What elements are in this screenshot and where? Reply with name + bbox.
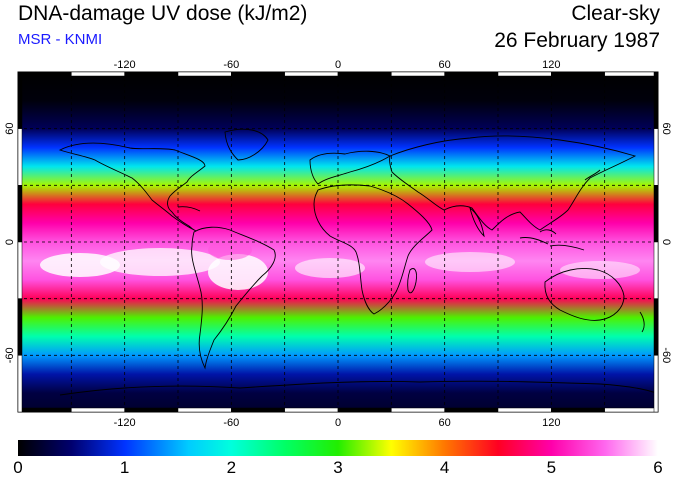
sky-condition-label: Clear-sky — [571, 2, 660, 25]
lon-tick-label-bottom: 0 — [335, 417, 341, 429]
lon-tick-label-top: 60 — [439, 59, 451, 71]
frame-ticks — [17, 71, 659, 413]
frame-tick-segment — [124, 407, 179, 413]
frame-tick-segment — [71, 71, 125, 77]
lat-tick-label-left: 0 — [4, 239, 16, 245]
frame-tick-segment — [604, 71, 659, 77]
africa-coast — [313, 184, 433, 315]
frame-tick-segment — [17, 128, 23, 186]
colorbar-label: 1 — [119, 458, 130, 477]
new-zealand-coast — [639, 311, 645, 333]
max-dose-patch — [560, 261, 640, 279]
asia-coast — [389, 135, 637, 231]
map-title: DNA-damage UV dose (kJ/m2) — [18, 2, 308, 25]
frame-tick-segment — [337, 407, 392, 413]
frame-tick-segment — [284, 407, 339, 413]
frame-tick-segment — [17, 298, 23, 356]
lon-tick-label-bottom: 60 — [439, 417, 451, 429]
source-label: MSR - KNMI — [18, 31, 103, 48]
frame-tick-segment — [551, 407, 605, 413]
frame-tick-segment — [391, 407, 445, 413]
antarctica-coast — [59, 380, 658, 396]
lat-tick-label-right: 0 — [660, 239, 672, 245]
lon-tick-label-top: 120 — [542, 59, 560, 71]
cloudy-region — [208, 240, 252, 260]
frame-tick-segment — [653, 128, 659, 186]
max-dose-patch — [100, 248, 220, 276]
frame-tick-segment — [231, 71, 285, 77]
lat-tick-label-right: -60 — [660, 347, 672, 363]
madagascar-coast — [407, 268, 417, 294]
australia-coast — [544, 268, 625, 321]
max-dose-patch — [40, 253, 120, 277]
indonesia-coast — [519, 229, 585, 251]
colorbar-label: 5 — [546, 458, 557, 477]
lon-tick-label-bottom: 120 — [542, 417, 560, 429]
frame-tick-segment — [604, 407, 659, 413]
frame-tick-segment — [653, 355, 659, 413]
frame-tick-segment — [337, 71, 392, 77]
frame-tick-segment — [444, 407, 499, 413]
colorbar-label: 6 — [653, 458, 663, 477]
frame-tick-segment — [17, 185, 23, 243]
cuba-coast — [177, 206, 201, 212]
colorbar-label: 4 — [439, 458, 450, 477]
frame-tick-segment — [497, 407, 552, 413]
lon-tick-label-top: 0 — [335, 59, 341, 71]
max-dose-patch — [295, 258, 365, 278]
lon-tick-label-bottom: -60 — [223, 417, 239, 429]
colorbar-label: 0 — [13, 458, 23, 477]
lat-tick-label-left: -60 — [4, 347, 16, 363]
frame-tick-segment — [71, 407, 125, 413]
greenland-coast — [224, 128, 269, 161]
south-america-coast — [191, 226, 276, 370]
india-coast — [469, 206, 485, 238]
frame-tick-segment — [444, 71, 499, 77]
frame-tick-segment — [231, 407, 285, 413]
colorbar — [18, 440, 658, 456]
frame-tick-segment — [653, 185, 659, 243]
tick-labels: -120 -120 -60 -60 0 0 60 60 120 120 60 60 0 0 -60 -60 — [4, 59, 672, 429]
japan-coast — [584, 169, 601, 181]
frame-tick-segment — [551, 71, 605, 77]
frame-tick-segment — [17, 71, 23, 129]
frame-tick-segment — [653, 71, 659, 129]
lon-tick-label-top: -60 — [223, 59, 239, 71]
frame-tick-segment — [497, 71, 552, 77]
frame-tick-segment — [124, 71, 179, 77]
lon-tick-label-top: -120 — [114, 59, 136, 71]
colorbar-label: 2 — [226, 458, 237, 477]
colorbar-label: 3 — [333, 458, 343, 477]
frame-tick-segment — [391, 71, 445, 77]
frame-tick-segment — [17, 407, 72, 413]
lon-tick-label-bottom: -120 — [114, 417, 136, 429]
date-label: 26 February 1987 — [494, 29, 660, 52]
frame-tick-segment — [17, 355, 23, 413]
graticule — [18, 72, 658, 412]
lat-tick-label-left: 60 — [4, 123, 16, 135]
frame-tick-segment — [17, 71, 72, 77]
max-dose-patch — [425, 252, 515, 272]
field-details — [40, 240, 640, 290]
frame-tick-segment — [284, 71, 339, 77]
frame-tick-segment — [17, 241, 23, 299]
frame-tick-segment — [177, 407, 232, 413]
lat-tick-label-right: 60 — [660, 123, 672, 135]
frame-tick-segment — [653, 298, 659, 356]
frame-tick-segment — [653, 241, 659, 299]
frame-tick-segment — [177, 71, 232, 77]
max-dose-patch — [208, 254, 268, 290]
europe-coast — [309, 150, 391, 185]
